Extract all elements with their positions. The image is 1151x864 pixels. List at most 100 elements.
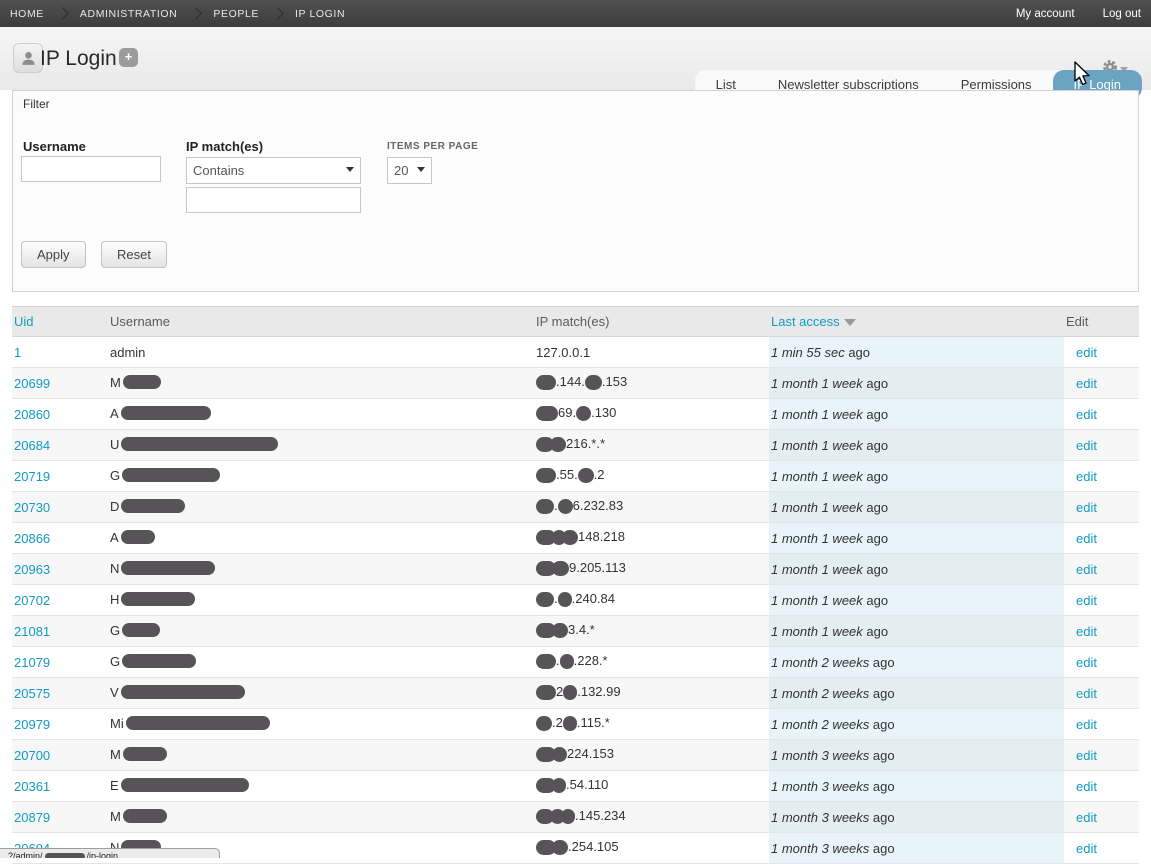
edit-link[interactable]: edit bbox=[1076, 809, 1097, 825]
edit-link[interactable]: edit bbox=[1076, 406, 1097, 422]
uid-link[interactable]: 20719 bbox=[14, 468, 51, 484]
cell-text: M bbox=[110, 808, 121, 824]
edit-link[interactable]: edit bbox=[1076, 685, 1097, 701]
uid-link[interactable]: 21079 bbox=[14, 654, 51, 670]
redaction-blob bbox=[552, 777, 566, 793]
uid-link[interactable]: 20866 bbox=[14, 530, 51, 546]
breadcrumb-item-administration[interactable]: ADMINISTRATION bbox=[79, 7, 178, 20]
sort-link-uid[interactable]: Uid bbox=[14, 314, 34, 329]
edit-link[interactable]: edit bbox=[1076, 437, 1097, 453]
edit-link[interactable]: edit bbox=[1076, 747, 1097, 763]
sort-desc-icon bbox=[843, 319, 856, 327]
cell-uid: 20879 bbox=[12, 801, 108, 833]
uid-link[interactable]: 20684 bbox=[14, 437, 51, 453]
cell-ip-match: .254.105 bbox=[534, 832, 769, 864]
cell-ip-match: . .240.84 bbox=[534, 584, 769, 616]
uid-link[interactable]: 20879 bbox=[14, 809, 51, 825]
redaction-blob bbox=[120, 406, 211, 421]
add-button[interactable]: + bbox=[119, 48, 138, 67]
uid-link[interactable]: 20361 bbox=[14, 778, 51, 794]
cell-edit: edit bbox=[1064, 553, 1139, 585]
breadcrumb-item-people[interactable]: PEOPLE bbox=[213, 7, 259, 20]
uid-link[interactable]: 20699 bbox=[14, 375, 51, 391]
cell-username: G bbox=[108, 615, 534, 647]
cell-text: 9.205.113 bbox=[569, 560, 626, 576]
cell-last-access: 1 month 3 weeks ago bbox=[769, 832, 1064, 864]
reset-button[interactable]: Reset bbox=[101, 241, 167, 268]
tab-list[interactable]: List bbox=[715, 77, 736, 92]
uid-link[interactable]: 1 bbox=[14, 344, 22, 360]
table-row: 20361 E .54.110 1 month 3 weeks ago edit bbox=[12, 770, 1139, 802]
cell-text: N bbox=[110, 840, 119, 855]
apply-button[interactable]: Apply bbox=[21, 241, 86, 268]
page-title: IP Login bbox=[40, 47, 117, 70]
table-row: 20963 N 9.205.113 1 month 1 week ago edit bbox=[12, 553, 1139, 585]
uid-link[interactable]: 20730 bbox=[14, 499, 51, 515]
cell-text: G bbox=[110, 467, 121, 483]
cell-edit: edit bbox=[1064, 615, 1139, 647]
last-access-emphasis: 1 month 1 week bbox=[771, 468, 863, 484]
edit-link[interactable]: edit bbox=[1076, 840, 1097, 856]
uid-link[interactable]: 20860 bbox=[14, 406, 51, 422]
edit-link[interactable]: edit bbox=[1076, 592, 1097, 608]
breadcrumb-item-ip-login[interactable]: IP LOGIN bbox=[295, 7, 346, 20]
edit-link[interactable]: edit bbox=[1076, 623, 1097, 639]
edit-link[interactable]: edit bbox=[1076, 778, 1097, 794]
uid-link[interactable]: 20963 bbox=[14, 561, 51, 577]
cell-ip-match: 2 .132.99 bbox=[534, 677, 769, 709]
cell-ip-match: .55. .2 bbox=[534, 460, 769, 492]
ip-login-table: Uid Username IP match(es) Last access Edit 1… bbox=[12, 306, 1139, 864]
redaction-blob bbox=[536, 777, 556, 793]
cell-text: .2 bbox=[593, 467, 605, 483]
edit-link[interactable]: edit bbox=[1076, 716, 1097, 732]
cell-username: D bbox=[108, 491, 534, 523]
redaction-blob bbox=[536, 467, 556, 483]
edit-link[interactable]: edit bbox=[1076, 561, 1097, 577]
uid-link[interactable]: 21081 bbox=[14, 623, 51, 639]
page-header: IP Login + List Newsletter subscriptions P… bbox=[0, 27, 1151, 99]
cell-text: V bbox=[110, 684, 119, 700]
cell-text: 127.0.0.1 bbox=[536, 344, 591, 360]
edit-link[interactable]: edit bbox=[1076, 499, 1097, 515]
last-access-emphasis: 1 month 1 week bbox=[771, 530, 863, 546]
uid-link[interactable]: 20575 bbox=[14, 685, 51, 701]
link-my-account[interactable]: My account bbox=[1015, 7, 1075, 20]
tab-newsletter-subscriptions[interactable]: Newsletter subscriptions bbox=[777, 77, 919, 92]
cell-text: A bbox=[110, 529, 119, 545]
edit-link[interactable]: edit bbox=[1076, 375, 1097, 391]
link-log-out[interactable]: Log out bbox=[1102, 7, 1141, 20]
edit-link[interactable]: edit bbox=[1076, 530, 1097, 546]
uid-link[interactable]: 20702 bbox=[14, 592, 51, 608]
ip-match-input[interactable] bbox=[186, 187, 361, 213]
cell-last-access: 1 month 2 weeks ago bbox=[769, 708, 1064, 740]
cell-text: E bbox=[110, 777, 119, 793]
edit-link[interactable]: edit bbox=[1076, 468, 1097, 484]
contextual-settings[interactable] bbox=[1102, 59, 1128, 75]
uid-link[interactable]: 20700 bbox=[14, 747, 51, 763]
edit-link[interactable]: edit bbox=[1076, 344, 1097, 360]
cell-edit: edit bbox=[1064, 367, 1139, 399]
cell-username: G bbox=[108, 646, 534, 678]
redaction-blob bbox=[121, 437, 279, 452]
status-url-suffix: /ip-login bbox=[86, 851, 119, 858]
cell-ip-match: .2 .115.* bbox=[534, 708, 769, 740]
uid-link[interactable]: 20979 bbox=[14, 716, 51, 732]
username-input[interactable] bbox=[21, 156, 161, 182]
redaction-blob bbox=[536, 746, 556, 762]
cell-uid: 20699 bbox=[12, 367, 108, 399]
cell-last-access: 1 min 55 sec ago bbox=[769, 336, 1064, 368]
cell-uid: 20719 bbox=[12, 460, 108, 492]
redaction-blob bbox=[562, 715, 577, 731]
redaction-blob bbox=[536, 653, 556, 669]
edit-link[interactable]: edit bbox=[1076, 654, 1097, 670]
sort-link-last-access[interactable]: Last access bbox=[771, 314, 840, 329]
breadcrumb-item-home[interactable]: HOME bbox=[10, 7, 44, 20]
cell-text: .144. bbox=[556, 374, 585, 390]
ip-operator-select[interactable]: Contains bbox=[186, 157, 361, 184]
items-per-page-select[interactable]: 20 bbox=[387, 157, 432, 184]
cell-edit: edit bbox=[1064, 677, 1139, 709]
cell-username: M bbox=[108, 739, 534, 771]
tab-permissions[interactable]: Permissions bbox=[960, 77, 1032, 92]
redaction-blob bbox=[536, 715, 552, 731]
column-header-uid: Uid bbox=[12, 306, 108, 337]
